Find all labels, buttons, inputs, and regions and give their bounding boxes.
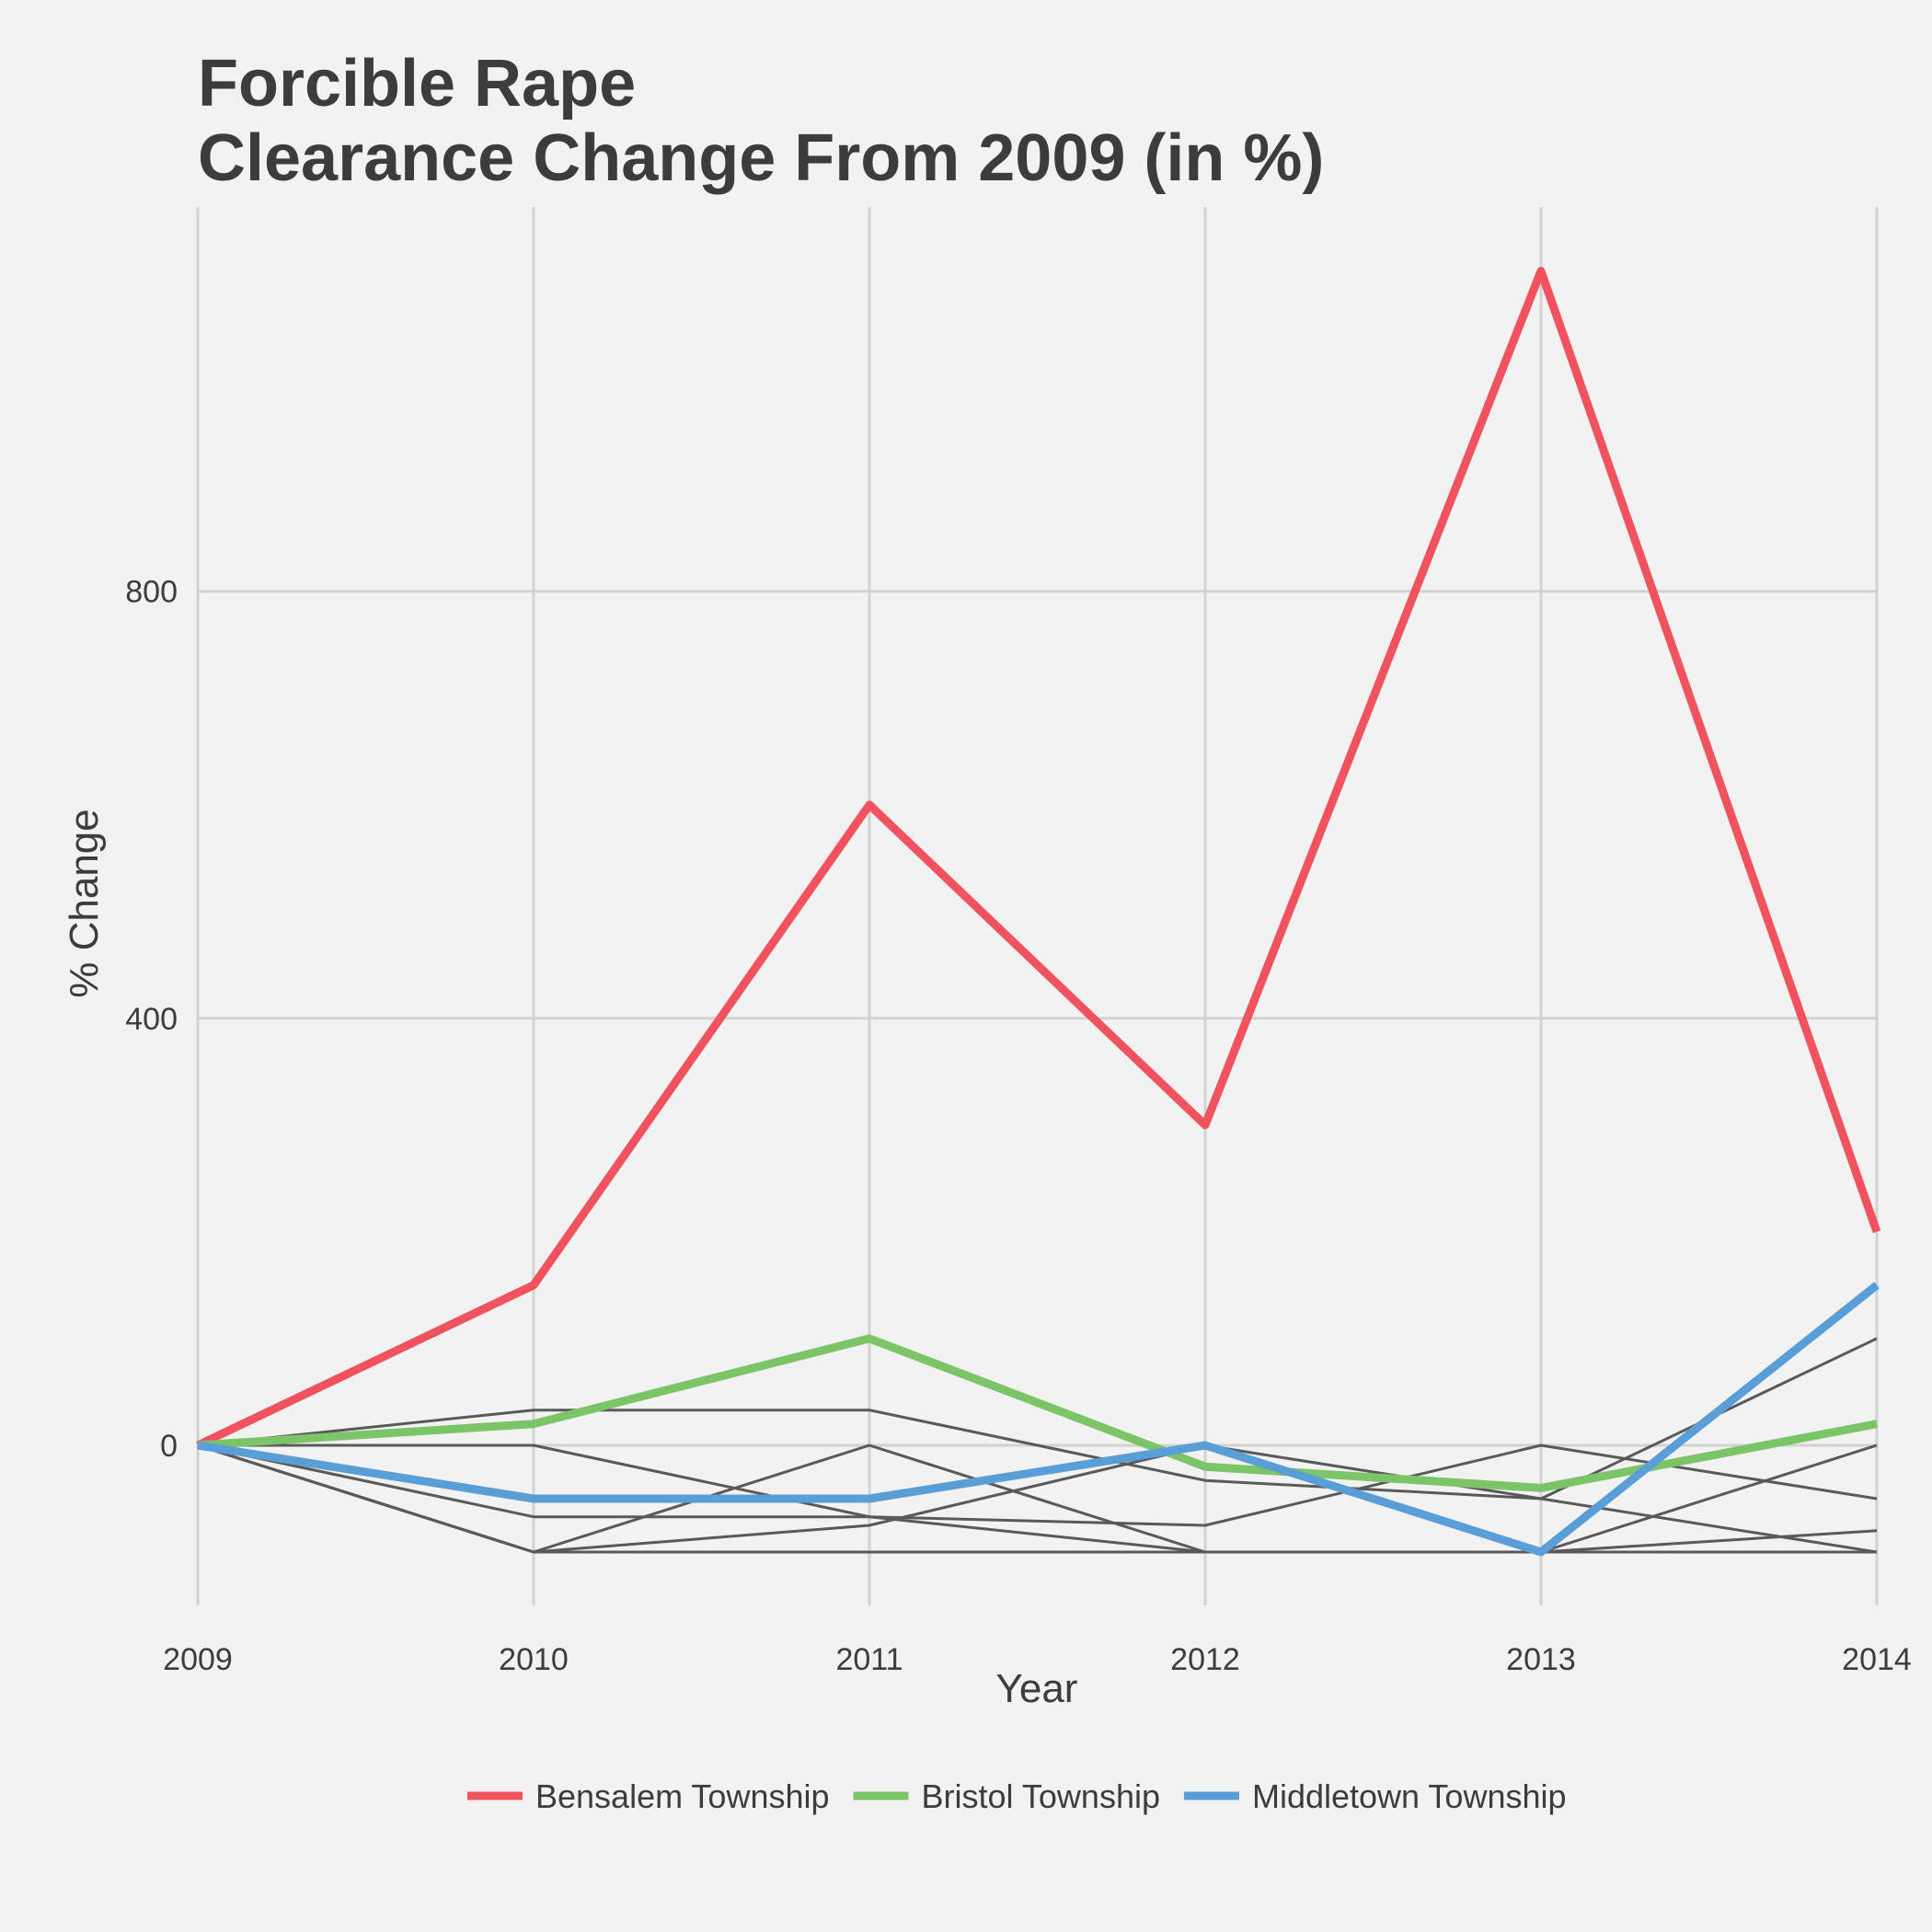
background-series-line-1 (197, 1337, 1878, 1501)
x-tick-label-2013: 2013 (1506, 1642, 1576, 1677)
chart-title-line-1: Forcible Rape (198, 47, 636, 121)
series-line-bensalem-township (196, 267, 1881, 1450)
background-series-line-2 (198, 1443, 1877, 1554)
chart-title-line-2: Clearance Change From 2009 (in %) (198, 121, 1324, 195)
x-tick-label-2009: 2009 (163, 1642, 233, 1677)
legend-item-middletown-township: Middletown Township (1183, 1777, 1567, 1815)
legend: Bensalem Township Bristol Township Middlet… (467, 1777, 1567, 1815)
legend-item-bristol-township: Bristol Township (853, 1777, 1160, 1815)
y-gridlines (198, 590, 1877, 1447)
legend-item-bensalem-township: Bensalem Township (467, 1777, 830, 1815)
x-tick-label-2012: 2012 (1170, 1642, 1240, 1677)
background-series-line-6 (197, 1443, 1878, 1554)
x-tick-label-2014: 2014 (1842, 1642, 1912, 1677)
y-axis-title: % Change (62, 809, 107, 997)
series-line-middletown-township (197, 1282, 1880, 1557)
chart-title: Forcible Rape Clearance Change From 2009… (198, 47, 1324, 195)
background-series-line-3 (197, 1443, 1878, 1527)
x-tick-labels: 2009 2010 2011 2012 2013 2014 (163, 1642, 1912, 1677)
y-tick-label-800: 800 (125, 575, 178, 610)
x-tick-label-2011: 2011 (835, 1642, 903, 1677)
y-tick-label-0: 0 (160, 1429, 178, 1464)
series-line-bristol-township (197, 1334, 1878, 1492)
y-tick-label-400: 400 (125, 1002, 178, 1037)
x-gridlines (196, 207, 1879, 1605)
y-tick-labels: 0 400 800 (125, 575, 178, 1464)
legend-label-bristol-township: Bristol Township (922, 1777, 1160, 1815)
legend-label-bensalem-township: Bensalem Township (535, 1777, 830, 1815)
x-axis-title: Year (996, 1666, 1078, 1711)
legend-label-middletown-township: Middletown Township (1252, 1777, 1567, 1815)
x-tick-label-2010: 2010 (499, 1642, 569, 1677)
highlighted-series (196, 267, 1881, 1557)
